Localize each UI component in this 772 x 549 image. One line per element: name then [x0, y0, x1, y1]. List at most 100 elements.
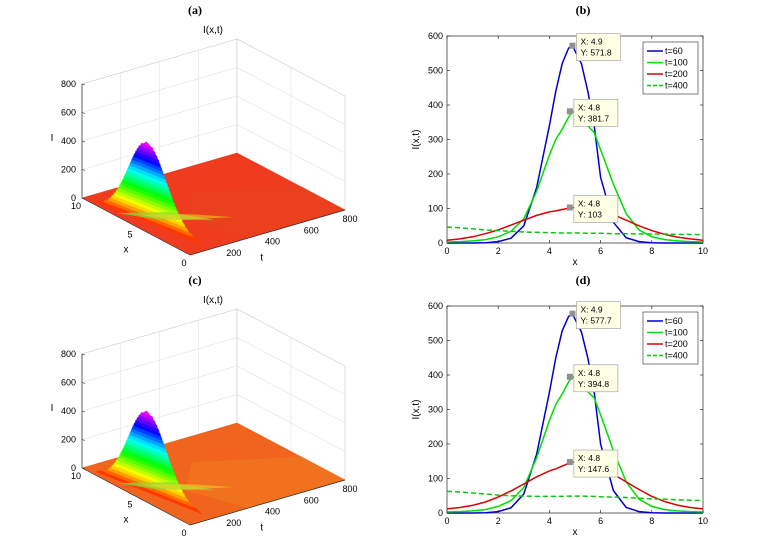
surface-title: I(x,t) — [203, 295, 223, 306]
surface-peak-band — [124, 442, 171, 465]
surface-peak-band — [121, 448, 174, 473]
z-tick-label: 800 — [61, 349, 76, 359]
z-tick-mark — [81, 410, 86, 413]
legend-entry: t=400 — [665, 351, 688, 361]
datatip-marker[interactable] — [566, 204, 573, 211]
y-tick-label: 200 — [428, 439, 443, 449]
datatip-marker[interactable] — [569, 310, 576, 317]
t-axis-label: t — [260, 522, 263, 533]
t-axis-label: t — [260, 252, 263, 263]
z-tick-mark — [81, 140, 86, 143]
x-tick-label: 5 — [127, 500, 132, 510]
surface-peak-band — [95, 470, 202, 515]
datatip-marker[interactable] — [566, 108, 573, 115]
grid-line — [81, 95, 346, 154]
datatip-y: Y: 147.6 — [578, 464, 609, 474]
surface-peak-band — [103, 469, 194, 508]
x-tick-label: 10 — [71, 201, 81, 211]
panel-label-a: (a) — [188, 3, 202, 17]
z-tick-label: 600 — [61, 378, 76, 388]
z-tick-mark — [81, 112, 86, 114]
surface-peak-band — [124, 173, 171, 196]
t-tick-label: 400 — [265, 237, 280, 247]
panel-label-d: (d) — [576, 273, 591, 287]
t-tick-label: 800 — [342, 484, 357, 494]
surface-peak-band — [126, 437, 168, 457]
y-tick-label: 400 — [428, 370, 443, 380]
legend-entry: t=60 — [665, 316, 683, 326]
grid-line — [81, 67, 346, 125]
x-tick-label: 4 — [547, 246, 552, 256]
datatip-x: X: 4.8 — [578, 102, 600, 112]
datatip-x: X: 4.9 — [580, 37, 602, 47]
x-tick-label: 10 — [71, 471, 81, 481]
legend-entry: t=200 — [665, 69, 688, 79]
datatip-marker[interactable] — [566, 459, 573, 466]
panel-label-b: (b) — [576, 3, 591, 17]
series-line-t-400 — [446, 490, 704, 502]
x-axis-label: x — [573, 527, 578, 538]
t-axis — [189, 209, 346, 256]
surface-peak-band — [129, 161, 166, 180]
z-axis-label: I — [51, 133, 54, 144]
z-axis-label: I — [51, 403, 54, 414]
x-tick-label: 2 — [496, 516, 501, 526]
x-tick-label: 0 — [444, 516, 449, 526]
z-tick-mark — [81, 382, 86, 384]
surface-peak-band — [136, 417, 159, 430]
t-tick-label: 200 — [226, 248, 241, 258]
x-axis — [81, 467, 191, 526]
t-tick-label: 400 — [265, 507, 280, 517]
y-tick-label: 500 — [428, 66, 443, 76]
z-tick-mark — [81, 467, 86, 470]
y-tick-label: 100 — [428, 474, 443, 484]
surface-peak-band — [117, 187, 179, 216]
grid-line — [81, 124, 346, 182]
y-axis-label: I(x,t) — [411, 130, 422, 150]
z-tick-mark — [81, 439, 86, 441]
t-tick-label: 600 — [304, 225, 319, 235]
z-tick-label: 200 — [61, 435, 76, 445]
x-tick-label: 6 — [598, 246, 603, 256]
surface-peak-band — [133, 422, 162, 438]
panel-label-c: (c) — [188, 273, 201, 287]
y-tick-label: 300 — [428, 135, 443, 145]
panel-a: (a)I(x,t) 0 200 400 600 800 I 0 5 10 x 200 400 600 800… — [51, 3, 358, 268]
legend-entry: t=60 — [665, 46, 683, 56]
x-tick-label: 0 — [181, 528, 186, 538]
datatip-box — [573, 364, 619, 393]
datatip-y: Y: 381.7 — [578, 113, 609, 123]
x-tick-label: 5 — [127, 230, 132, 240]
surface-peak-band — [121, 178, 174, 204]
surface-peak-band — [128, 164, 167, 184]
x-axis-label: x — [124, 515, 129, 526]
datatip-y: Y: 394.8 — [578, 379, 609, 389]
datatip-marker[interactable] — [569, 42, 576, 49]
datatip-y: Y: 577.7 — [580, 316, 611, 326]
surface-peak-band — [125, 439, 170, 461]
datatip-marker[interactable] — [566, 373, 573, 380]
legend-entry: t=200 — [665, 339, 688, 349]
z-tick-label: 800 — [61, 79, 76, 89]
datatip-box — [573, 449, 619, 478]
series-line-t-400 — [446, 226, 704, 236]
x-tick-label: 10 — [698, 246, 708, 256]
x-axis-label: x — [573, 257, 578, 268]
t-tick-label: 800 — [342, 214, 357, 224]
surface-tail-yellow — [136, 484, 234, 491]
surface-peak-band — [123, 176, 173, 200]
x-tick-label: 8 — [649, 246, 654, 256]
surface-peak-band — [120, 451, 176, 477]
surface-floor-shade — [185, 186, 345, 238]
surface-peak-band — [137, 145, 157, 156]
surface-peak-band — [103, 199, 194, 238]
x-tick-label: 10 — [698, 516, 708, 526]
t-axis — [189, 479, 346, 526]
surface-peak-band — [134, 419, 160, 434]
datatip-box — [576, 33, 621, 62]
datatip-y: Y: 571.8 — [580, 48, 611, 58]
